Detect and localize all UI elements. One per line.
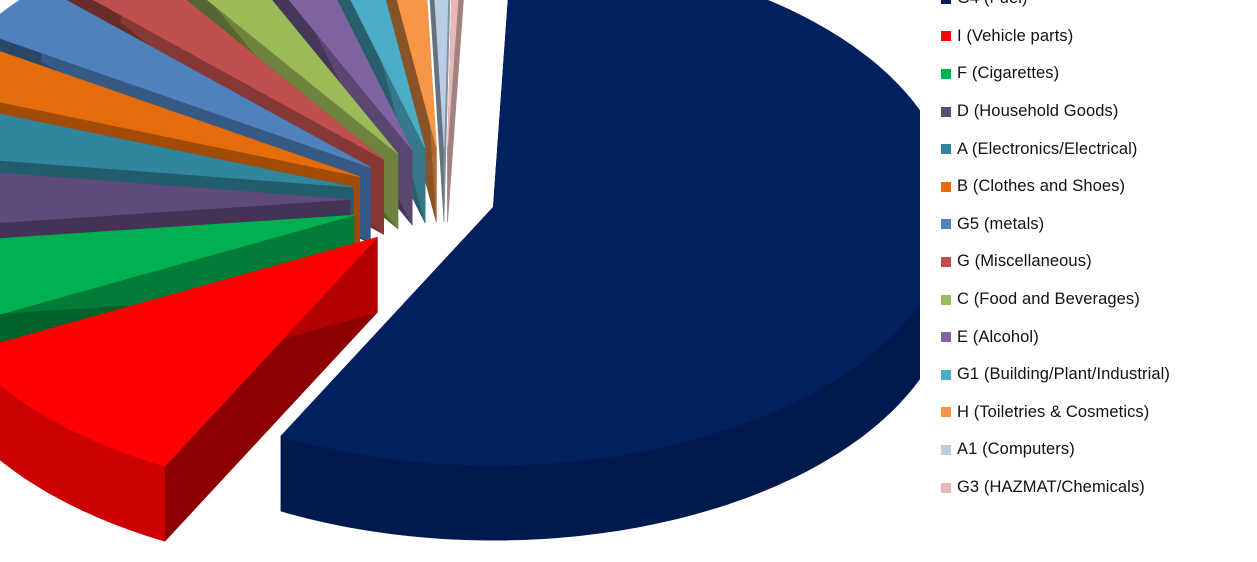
pie-slice-top — [93, 0, 385, 160]
legend-swatch — [941, 369, 951, 380]
pie-slice-top — [0, 172, 351, 223]
pie-slice-wall — [447, 0, 464, 223]
legend-item: G5 (metals) — [941, 206, 1255, 244]
legend-item: I (Vehicle parts) — [941, 18, 1255, 56]
legend-swatch — [941, 256, 951, 267]
legend-item: G4 (Fuel) — [941, 0, 1255, 18]
legend-label: G3 (HAZMAT/Chemicals) — [957, 478, 1145, 497]
pie-slice-top — [280, 0, 920, 466]
legend-swatch — [941, 106, 951, 117]
legend-label: A1 (Computers) — [957, 440, 1075, 459]
legend-item: G3 (HAZMAT/Chemicals) — [941, 469, 1255, 507]
legend-label: F (Cigarettes) — [957, 64, 1060, 83]
legend-swatch — [941, 31, 951, 42]
legend-label: A (Electronics/Electrical) — [957, 139, 1138, 158]
pie-slice-top — [0, 237, 378, 467]
legend-item: H (Toiletries & Cosmetics) — [941, 394, 1255, 432]
legend-swatch — [941, 68, 951, 79]
legend-swatch — [941, 482, 951, 493]
legend-swatch — [941, 407, 951, 418]
legend-swatch — [941, 144, 951, 155]
legend-label: E (Alcohol) — [957, 327, 1039, 346]
pie-slice-top — [434, 0, 449, 148]
pie-slice — [447, 0, 464, 223]
legend-item: B (Clothes and Shoes) — [941, 168, 1255, 206]
legend-label: H (Toiletries & Cosmetics) — [957, 402, 1150, 421]
legend-label: B (Clothes and Shoes) — [957, 177, 1126, 196]
legend-label: I (Vehicle parts) — [957, 26, 1074, 45]
pie-slice-wall — [443, 0, 451, 223]
legend-item: G (Miscellaneous) — [941, 243, 1255, 281]
pie-slice — [429, 0, 451, 223]
pie-slice-top — [0, 113, 354, 188]
legend-item: D (Household Goods) — [941, 93, 1255, 131]
legend-item: E (Alcohol) — [941, 318, 1255, 356]
legend-swatch — [941, 332, 951, 343]
legend-swatch — [941, 0, 951, 4]
pie-slice-top — [396, 0, 437, 148]
pie-slice-top — [447, 0, 459, 148]
pie-slice-top — [0, 214, 355, 315]
pie-slice-top — [0, 0, 371, 168]
legend-item: A1 (Computers) — [941, 431, 1255, 469]
legend-item: G1 (Building/Plant/Industrial) — [941, 356, 1255, 394]
legend-swatch — [941, 294, 951, 305]
legend-label: G5 (metals) — [957, 214, 1045, 233]
pie-slice-top — [0, 51, 361, 177]
pie-slice — [280, 0, 920, 541]
legend-label: G4 (Fuel) — [957, 0, 1028, 8]
legend-item: C (Food and Beverages) — [941, 281, 1255, 319]
pie-slice-top — [288, 0, 413, 151]
legend-label: C (Food and Beverages) — [957, 290, 1140, 309]
legend-label: D (Household Goods) — [957, 102, 1119, 121]
pie-chart — [0, 0, 920, 542]
legend-swatch — [941, 181, 951, 192]
legend-swatch — [941, 219, 951, 230]
legend-item: A (Electronics/Electrical) — [941, 130, 1255, 168]
legend-label: G (Miscellaneous) — [957, 252, 1092, 271]
pie-chart-svg — [0, 0, 920, 542]
legend-label: G1 (Building/Plant/Industrial) — [957, 365, 1171, 384]
pie-slice-top — [206, 0, 399, 155]
legend-swatch — [941, 444, 951, 455]
chart-legend: G4 (Fuel) I (Vehicle parts) F (Cigarettes)… — [941, 0, 1255, 506]
legend-item: F (Cigarettes) — [941, 55, 1255, 93]
pie-slice-top — [350, 0, 426, 149]
pie-slice — [0, 237, 378, 542]
